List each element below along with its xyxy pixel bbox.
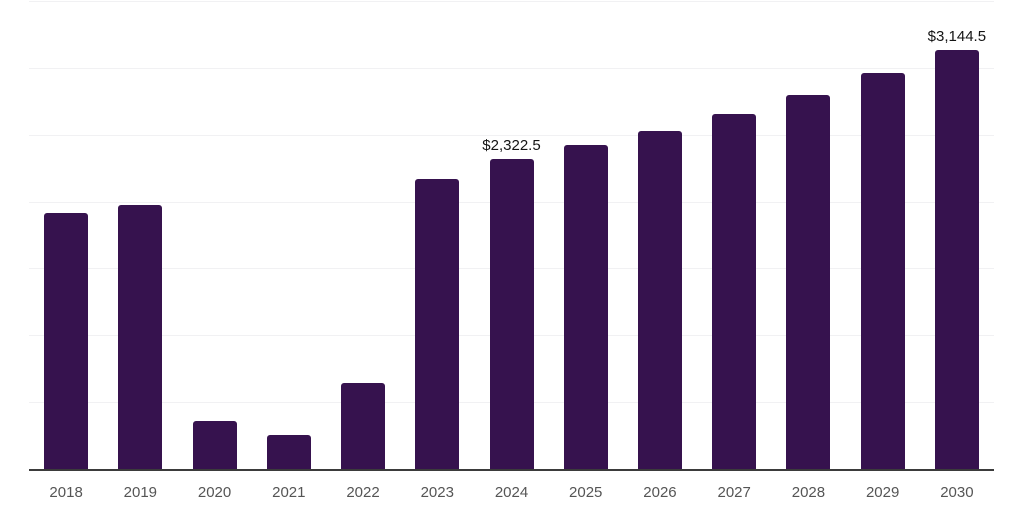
x-tick-label-2027: 2027 <box>717 484 751 501</box>
gridline <box>29 134 994 136</box>
bar-2020 <box>192 421 237 470</box>
x-tick-label-2019: 2019 <box>123 484 158 501</box>
value-label-2024: $2,322.5 <box>482 137 541 155</box>
bar-2026 <box>637 131 682 470</box>
gridline <box>29 67 994 69</box>
bar-2024 <box>489 159 534 470</box>
bar-2019 <box>118 205 163 470</box>
bar-2023 <box>415 179 460 470</box>
x-axis-line <box>29 469 994 471</box>
bar-2029 <box>860 72 905 470</box>
x-tick-label-2026: 2026 <box>643 484 677 501</box>
value-label-2030: $3,144.5 <box>927 27 987 45</box>
x-tick-label-2020: 2020 <box>197 484 232 501</box>
plot-area: $2,322.5 $3,144.5 <box>29 1 994 471</box>
bar-2027 <box>712 114 757 470</box>
bar-2021 <box>266 435 311 470</box>
gridline <box>29 1 994 2</box>
x-tick-label-2025: 2025 <box>569 484 603 501</box>
bar-2018 <box>44 213 89 470</box>
x-tick-label-2018: 2018 <box>49 484 83 501</box>
bar-2030 <box>934 49 979 470</box>
bar-2025 <box>563 145 608 470</box>
x-tick-label-2029: 2029 <box>865 484 900 501</box>
x-tick-label-2021: 2021 <box>272 484 306 501</box>
bar-2022 <box>341 383 386 470</box>
x-tick-label-2028: 2028 <box>791 484 826 501</box>
x-tick-label-2024: 2024 <box>494 484 529 501</box>
x-tick-label-2023: 2023 <box>420 484 454 501</box>
x-tick-label-2030: 2030 <box>940 484 974 501</box>
x-tick-label-2022: 2022 <box>346 484 380 501</box>
bar-2028 <box>786 94 831 470</box>
